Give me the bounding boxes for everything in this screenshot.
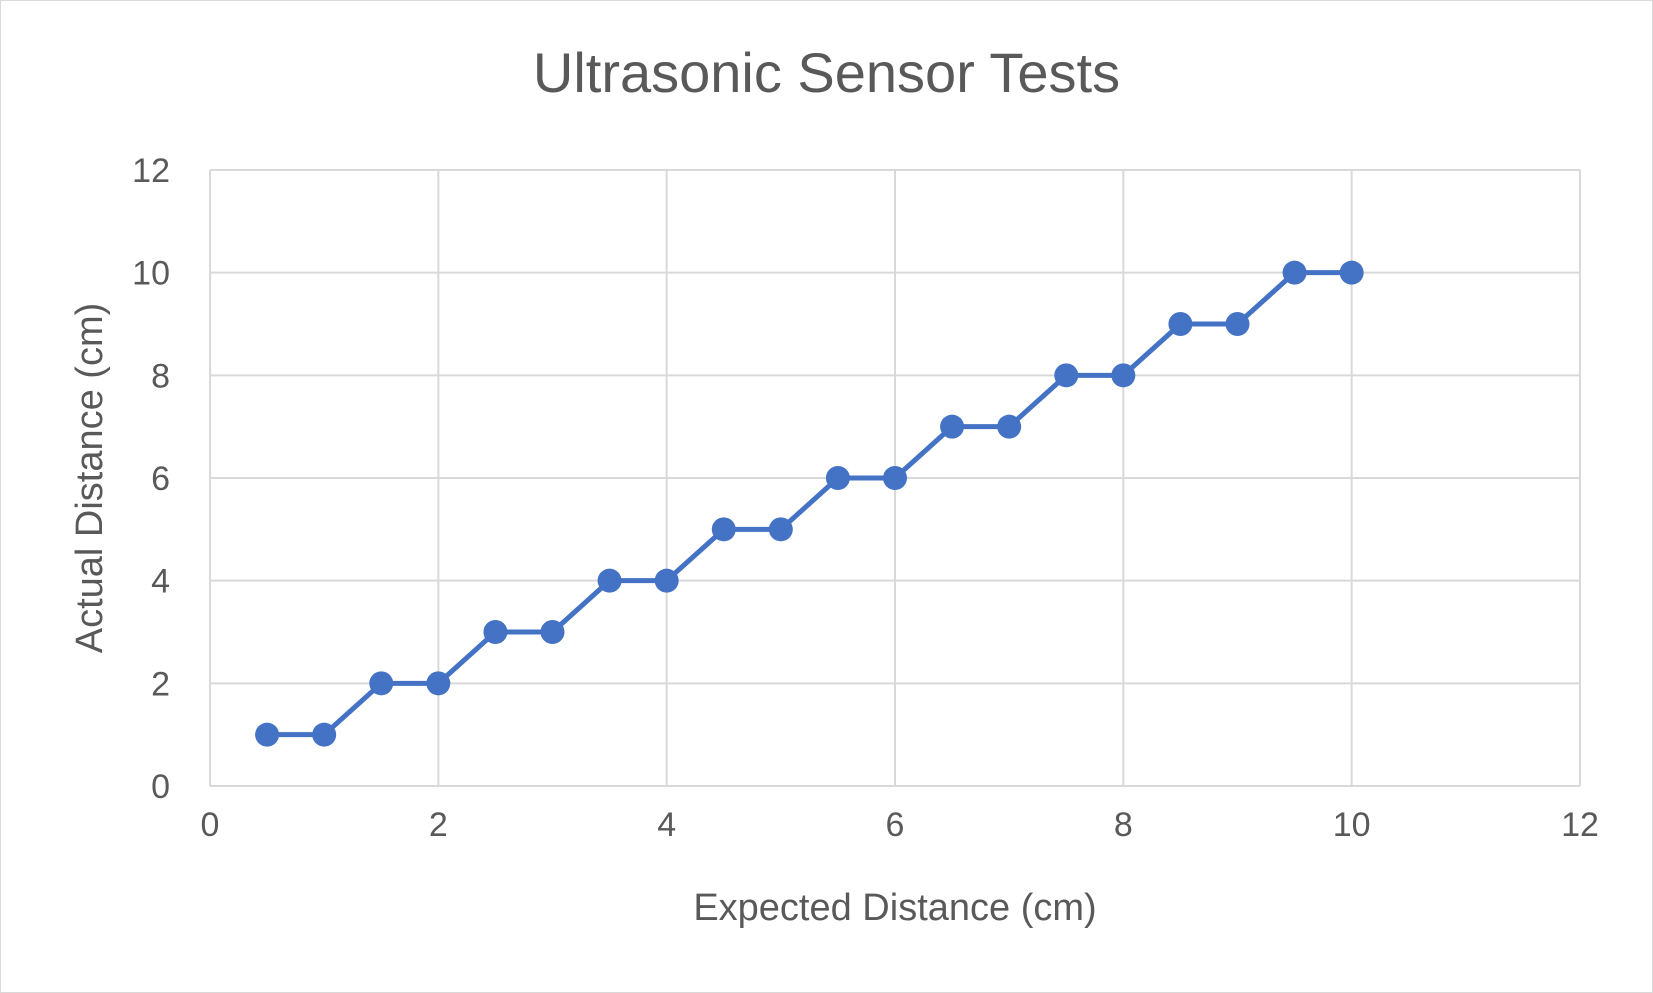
data-point	[1168, 312, 1193, 336]
data-point	[1339, 260, 1364, 285]
y-tick-label: 2	[151, 665, 170, 703]
data-point	[1054, 363, 1079, 388]
data-point	[940, 414, 965, 439]
data-point	[654, 568, 679, 593]
data-point	[711, 517, 736, 542]
data-point	[540, 620, 565, 644]
data-point	[255, 722, 280, 747]
x-tick-label: 0	[201, 806, 220, 844]
data-point	[369, 671, 394, 696]
data-point	[1282, 260, 1307, 285]
x-tick-label: 10	[1333, 806, 1371, 844]
data-point	[1225, 312, 1250, 336]
data-point	[1111, 363, 1136, 388]
data-point	[597, 568, 622, 593]
data-point	[426, 671, 451, 696]
data-point	[483, 620, 508, 644]
y-tick-label: 8	[151, 357, 170, 395]
x-tick-label: 8	[1114, 806, 1133, 844]
series-layer	[255, 260, 1364, 747]
x-tick-labels: 0 2 4 6 8 10 12	[201, 806, 1599, 844]
data-point	[768, 517, 793, 542]
x-tick-label: 6	[886, 806, 905, 844]
y-tick-label: 0	[151, 768, 170, 806]
y-axis-title: Actual Distance (cm)	[69, 303, 111, 654]
data-point	[883, 466, 907, 490]
x-tick-label: 4	[657, 806, 676, 844]
y-tick-label: 4	[151, 563, 170, 601]
chart-title: Ultrasonic Sensor Tests	[532, 41, 1121, 104]
y-tick-label: 6	[151, 460, 170, 498]
y-tick-label: 10	[132, 255, 170, 293]
data-point	[312, 722, 337, 747]
series-line	[267, 270, 1352, 738]
data-point	[997, 414, 1022, 439]
x-tick-label: 2	[429, 806, 448, 844]
y-tick-label: 12	[132, 152, 170, 190]
x-axis-title: Expected Distance (cm)	[693, 887, 1096, 929]
y-tick-labels: 0 2 4 6 8 10 12	[132, 152, 170, 806]
data-point	[825, 466, 850, 490]
x-tick-label: 12	[1561, 806, 1599, 844]
